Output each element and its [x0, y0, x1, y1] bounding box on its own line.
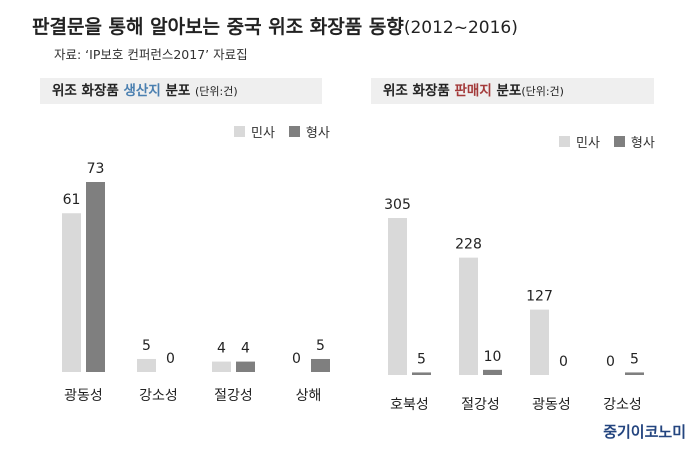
- data-label: 0: [559, 354, 568, 370]
- header-prefix: 위조 화장품: [52, 83, 124, 99]
- bar-hyeongsa: [483, 369, 502, 375]
- legend-swatch-hyeongsa: [288, 126, 300, 137]
- bar-hyeongsa: [236, 361, 255, 372]
- sales-legend: 민사 형사: [559, 132, 669, 151]
- legend-swatch-minsa: [234, 126, 245, 137]
- data-label: 5: [417, 351, 426, 367]
- data-label: 73: [87, 161, 105, 177]
- category-label: 상해: [296, 388, 322, 404]
- data-label: 228: [455, 237, 482, 253]
- data-label: 4: [217, 341, 226, 357]
- header-unit: (단위:건): [195, 85, 238, 98]
- data-label: 5: [142, 338, 151, 354]
- legend-item-minsa: 민사: [234, 122, 275, 141]
- data-label: 61: [63, 192, 81, 208]
- bar-minsa: [530, 309, 549, 375]
- legend-label-minsa: 민사: [576, 136, 600, 151]
- brand-logo-text: 중기이코노미: [603, 423, 686, 441]
- page-title: 판결문을 통해 알아보는 중국 위조 화장품 동향(2012~2016): [32, 12, 518, 39]
- header-unit: (단위:건): [521, 85, 564, 98]
- legend-item-hyeongsa: 형사: [613, 132, 655, 151]
- category-label: 강소성: [139, 388, 178, 404]
- production-legend: 민사 형사: [234, 122, 344, 141]
- source-note: 자료: ‘IP보호 컨퍼런스2017’ 자료집: [54, 47, 248, 62]
- data-label: 305: [384, 197, 411, 213]
- data-label: 0: [166, 351, 175, 367]
- bar-hyeongsa: [412, 372, 431, 375]
- bar-minsa: [459, 257, 478, 375]
- legend-label-hyeongsa: 형사: [630, 136, 655, 151]
- legend-swatch-hyeongsa: [613, 136, 625, 147]
- bar-hyeongsa: [625, 372, 644, 375]
- bar-minsa: [212, 361, 231, 372]
- legend-label-hyeongsa: 형사: [305, 126, 330, 141]
- header-suffix: 분포: [160, 83, 191, 99]
- data-label: 5: [316, 338, 325, 354]
- legend-swatch-minsa: [559, 136, 570, 147]
- category-label: 광동성: [532, 397, 571, 413]
- category-label: 강소성: [603, 397, 642, 413]
- data-label: 127: [526, 289, 553, 305]
- title-period: (2012~2016): [403, 18, 518, 38]
- data-label: 10: [484, 349, 502, 365]
- bar-minsa: [137, 358, 156, 372]
- data-label: 5: [630, 351, 639, 367]
- legend-item-hyeongsa: 형사: [288, 122, 330, 141]
- header-highlight: 생산지: [123, 83, 161, 99]
- header-prefix: 위조 화장품: [383, 83, 455, 99]
- bar-hyeongsa: [311, 358, 330, 372]
- header-highlight: 판매지: [454, 83, 492, 99]
- data-label: 4: [241, 341, 250, 357]
- bar-minsa: [62, 213, 81, 372]
- category-label: 호북성: [390, 397, 429, 413]
- legend-item-minsa: 민사: [559, 132, 600, 151]
- sales-panel-header: 위조 화장품 판매지 분포(단위:건): [371, 78, 654, 104]
- bar-hyeongsa: [86, 182, 105, 372]
- data-label: 0: [292, 351, 301, 367]
- category-label: 절강성: [214, 388, 253, 404]
- header-suffix: 분포: [491, 83, 522, 99]
- production-panel-header: 위조 화장품 생산지 분포 (단위:건): [40, 78, 322, 104]
- bar-minsa: [388, 218, 407, 375]
- title-main: 판결문을 통해 알아보는 중국 위조 화장품 동향: [32, 16, 404, 38]
- category-label: 광동성: [64, 388, 103, 404]
- data-label: 0: [606, 354, 615, 370]
- legend-label-minsa: 민사: [251, 126, 275, 141]
- category-label: 절강성: [461, 397, 500, 413]
